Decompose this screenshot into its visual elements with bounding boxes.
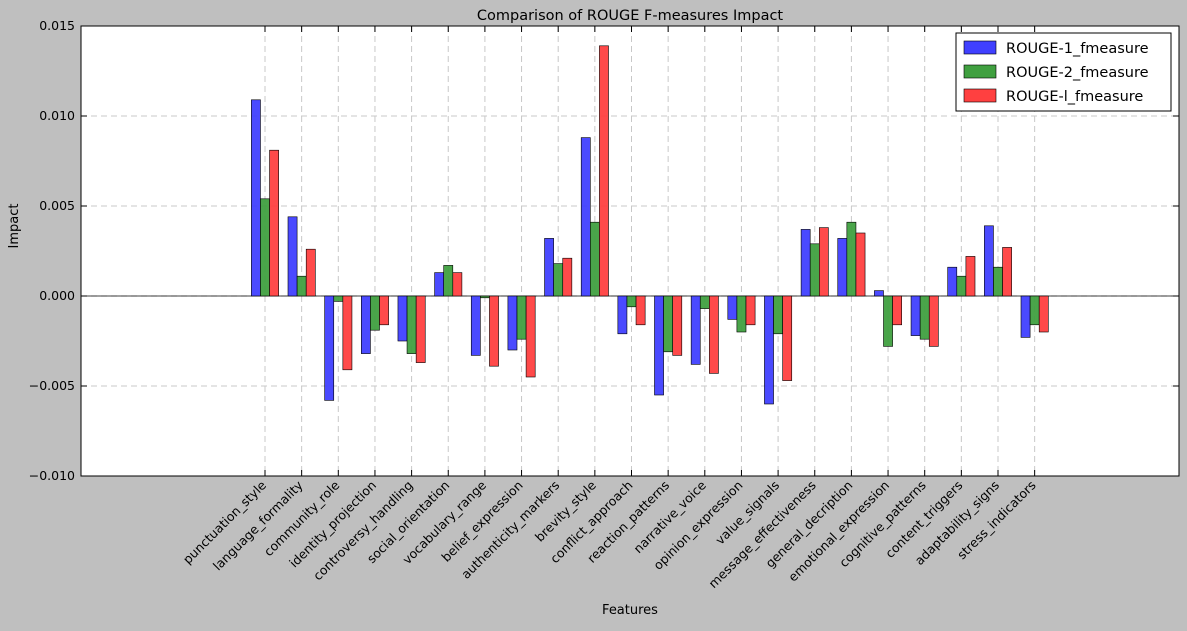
bar-ROUGE-2_fmeasure-message_effectiveness	[809, 243, 820, 297]
bar-ROUGE-1_fmeasure-controversy_handling	[397, 295, 408, 342]
bar-ROUGE-2_fmeasure-reaction_patterns	[663, 295, 673, 353]
bar-ROUGE-l_fmeasure-emotional_expression	[892, 295, 902, 326]
legend-swatch	[963, 40, 997, 55]
bar-ROUGE-2_fmeasure-identity_projection	[370, 295, 380, 331]
y-tick-label: 0.005	[39, 198, 75, 213]
bar-ROUGE-l_fmeasure-message_effectiveness	[818, 227, 829, 297]
bar-ROUGE-1_fmeasure-identity_projection	[360, 295, 371, 354]
bar-ROUGE-1_fmeasure-emotional_expression	[874, 290, 884, 297]
bar-ROUGE-2_fmeasure-conflict_approach	[626, 295, 637, 308]
bar-ROUGE-l_fmeasure-authenticity_markers	[562, 257, 573, 297]
bar-ROUGE-1_fmeasure-message_effectiveness	[800, 229, 811, 297]
bar-ROUGE-2_fmeasure-community_role	[333, 295, 344, 302]
y-axis-label: Impact	[7, 204, 22, 249]
bar-ROUGE-l_fmeasure-conflict_approach	[635, 295, 646, 326]
bar-ROUGE-2_fmeasure-social_orientation	[443, 265, 454, 297]
bar-ROUGE-1_fmeasure-authenticity_markers	[544, 238, 554, 297]
legend-label: ROUGE-l_fmeasure	[1006, 89, 1143, 105]
bar-ROUGE-l_fmeasure-social_orientation	[452, 272, 463, 297]
bar-ROUGE-2_fmeasure-brevity_style	[589, 221, 600, 297]
bar-ROUGE-1_fmeasure-stress_indicators	[1020, 295, 1031, 338]
bar-ROUGE-l_fmeasure-general_decription	[855, 232, 866, 297]
bar-ROUGE-2_fmeasure-emotional_expression	[883, 295, 893, 347]
bar-ROUGE-2_fmeasure-vocabulary_range	[480, 295, 490, 299]
bar-ROUGE-1_fmeasure-vocabulary_range	[470, 295, 481, 356]
legend-swatch	[963, 88, 997, 103]
bar-ROUGE-1_fmeasure-reaction_patterns	[654, 295, 664, 396]
bar-ROUGE-1_fmeasure-narrative_voice	[690, 295, 701, 365]
bar-ROUGE-2_fmeasure-language_formality	[296, 275, 307, 297]
bar-ROUGE-1_fmeasure-adaptability_signs	[984, 225, 994, 297]
bar-ROUGE-2_fmeasure-stress_indicators	[1029, 295, 1040, 326]
bar-ROUGE-1_fmeasure-punctuation_style	[251, 99, 261, 297]
bar-ROUGE-1_fmeasure-opinion_expression	[727, 295, 738, 320]
bar-ROUGE-1_fmeasure-brevity_style	[580, 137, 591, 297]
legend-swatch	[963, 64, 997, 79]
y-tick-label: 0.015	[39, 18, 75, 33]
bar-ROUGE-1_fmeasure-value_signals	[764, 295, 774, 405]
bar-ROUGE-l_fmeasure-brevity_style	[599, 45, 609, 297]
legend-label: ROUGE-2_fmeasure	[1006, 65, 1149, 81]
y-axis: −0.010 −0.005 0.000 0.005 0.010 0.015	[29, 18, 1179, 483]
bar-ROUGE-l_fmeasure-content_triggers	[965, 256, 976, 297]
bar-ROUGE-l_fmeasure-adaptability_signs	[1002, 247, 1012, 297]
legend-label: ROUGE-1_fmeasure	[1006, 41, 1149, 57]
bar-ROUGE-l_fmeasure-stress_indicators	[1038, 295, 1049, 333]
bar-ROUGE-2_fmeasure-general_decription	[846, 221, 857, 297]
bar-ROUGE-2_fmeasure-belief_expression	[516, 295, 527, 340]
bar-ROUGE-1_fmeasure-content_triggers	[947, 266, 958, 297]
bar-ROUGE-l_fmeasure-reaction_patterns	[672, 295, 683, 356]
legend: ROUGE-1_fmeasure ROUGE-2_fmeasure ROUGE-l_…	[955, 32, 1172, 112]
bar-ROUGE-2_fmeasure-adaptability_signs	[993, 266, 1003, 297]
bar-ROUGE-l_fmeasure-punctuation_style	[269, 149, 279, 297]
y-tick-label: −0.005	[29, 378, 75, 393]
bar-ROUGE-2_fmeasure-cognitive_patterns	[919, 295, 930, 340]
y-tick-label: 0.010	[39, 108, 75, 123]
bars	[251, 45, 1049, 405]
bar-ROUGE-1_fmeasure-belief_expression	[507, 295, 518, 351]
bar-ROUGE-2_fmeasure-content_triggers	[956, 275, 967, 297]
plot-frame	[80, 25, 1180, 477]
bar-ROUGE-1_fmeasure-cognitive_patterns	[910, 295, 921, 336]
bar-ROUGE-l_fmeasure-belief_expression	[525, 295, 536, 378]
chart-title: Comparison of ROUGE F-measures Impact	[477, 8, 784, 24]
bar-ROUGE-l_fmeasure-identity_projection	[379, 295, 389, 326]
bar-ROUGE-1_fmeasure-general_decription	[837, 238, 848, 297]
x-tick-label: value_signals	[712, 478, 782, 548]
bar-ROUGE-2_fmeasure-controversy_handling	[406, 295, 417, 354]
bar-ROUGE-l_fmeasure-community_role	[342, 295, 353, 371]
y-tick-label: −0.010	[29, 468, 75, 483]
bar-ROUGE-l_fmeasure-controversy_handling	[415, 295, 426, 363]
bar-ROUGE-l_fmeasure-narrative_voice	[709, 295, 719, 374]
bar-ROUGE-1_fmeasure-language_formality	[287, 216, 298, 297]
bar-ROUGE-l_fmeasure-language_formality	[305, 248, 316, 297]
bar-ROUGE-l_fmeasure-vocabulary_range	[489, 295, 499, 367]
bar-ROUGE-2_fmeasure-value_signals	[773, 295, 783, 335]
bar-ROUGE-l_fmeasure-cognitive_patterns	[928, 295, 939, 347]
bar-ROUGE-1_fmeasure-conflict_approach	[617, 295, 628, 335]
bar-ROUGE-1_fmeasure-social_orientation	[434, 272, 445, 297]
y-tick-label: 0.000	[39, 288, 75, 303]
bar-ROUGE-l_fmeasure-value_signals	[782, 295, 793, 381]
bar-ROUGE-1_fmeasure-community_role	[324, 295, 335, 401]
bar-ROUGE-2_fmeasure-narrative_voice	[699, 295, 710, 309]
bar-ROUGE-2_fmeasure-punctuation_style	[260, 198, 270, 297]
bar-ROUGE-2_fmeasure-opinion_expression	[736, 295, 747, 333]
bar-ROUGE-2_fmeasure-authenticity_markers	[553, 263, 564, 297]
x-axis-label: Features	[602, 603, 658, 618]
bar-ROUGE-l_fmeasure-opinion_expression	[745, 295, 756, 326]
